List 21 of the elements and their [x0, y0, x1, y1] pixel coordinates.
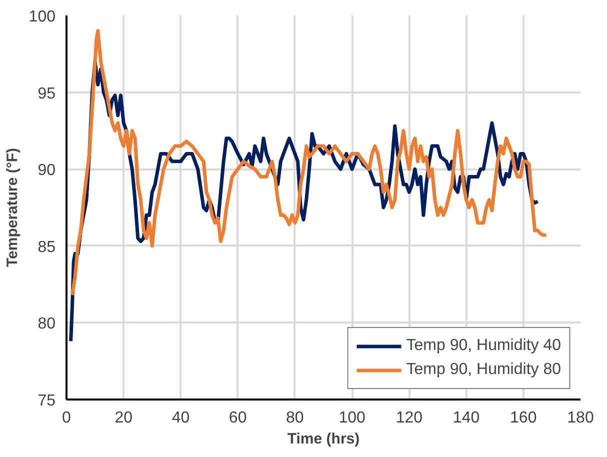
y-tick-label: 80: [38, 316, 56, 333]
x-tick-label: 120: [396, 410, 423, 426]
legend-label: Temp 90, Humidity 80: [406, 361, 561, 379]
y-tick-label: 85: [38, 238, 56, 256]
legend-label: Temp 90, Humidity 40: [406, 337, 561, 355]
x-tick-label: 80: [286, 410, 304, 426]
y-tick-label: 90: [38, 162, 56, 180]
x-tick-label: 20: [114, 410, 133, 426]
line-series: [70, 29, 548, 297]
x-tick-label: 40: [172, 410, 190, 426]
x-tick-label: 60: [228, 410, 247, 426]
y-tick-label: 95: [38, 85, 56, 102]
x-tick-label: 140: [452, 410, 480, 426]
x-tick-label: 180: [567, 410, 594, 426]
x-axis-title: Time (hrs): [287, 430, 360, 448]
x-tick-label: 100: [338, 410, 366, 426]
x-tick-label: 0: [62, 410, 72, 426]
x-tick-label: 160: [510, 410, 537, 426]
y-tick-label: 75: [38, 392, 56, 410]
y-axis-title: Temperature (°F): [4, 148, 21, 268]
y-tick-label: 100: [28, 8, 56, 26]
